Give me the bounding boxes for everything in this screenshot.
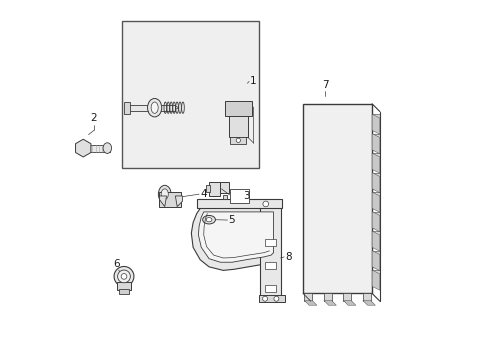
Circle shape (262, 296, 267, 301)
Ellipse shape (158, 185, 171, 203)
Bar (371, 212, 379, 228)
Bar (323, 293, 331, 301)
Text: 4: 4 (200, 189, 206, 199)
Polygon shape (323, 301, 336, 305)
Ellipse shape (151, 102, 158, 113)
Circle shape (263, 201, 268, 207)
Polygon shape (371, 270, 379, 290)
Bar (258, 295, 285, 302)
Ellipse shape (103, 143, 111, 153)
Polygon shape (304, 301, 316, 305)
Bar (122, 21, 258, 168)
Bar (371, 153, 379, 169)
Bar (303, 104, 371, 293)
Polygon shape (175, 196, 182, 207)
Polygon shape (76, 139, 91, 157)
Bar (362, 293, 370, 301)
Polygon shape (175, 106, 179, 109)
Polygon shape (371, 212, 379, 232)
Polygon shape (159, 196, 166, 207)
Polygon shape (371, 172, 379, 193)
Bar (129, 104, 175, 111)
Bar (224, 101, 251, 116)
Bar (371, 172, 379, 189)
Polygon shape (371, 192, 379, 212)
Bar (371, 134, 379, 150)
Bar (371, 270, 379, 286)
Bar (304, 293, 311, 301)
Polygon shape (362, 301, 375, 305)
Bar (205, 185, 210, 192)
Bar (196, 199, 281, 208)
Bar (220, 183, 229, 193)
Bar (371, 114, 379, 130)
Bar (371, 192, 379, 208)
Text: 8: 8 (285, 252, 291, 262)
Bar (371, 231, 379, 247)
Ellipse shape (147, 99, 162, 117)
Text: 5: 5 (228, 215, 235, 225)
Bar (229, 189, 248, 203)
Polygon shape (343, 301, 355, 305)
Circle shape (236, 138, 240, 143)
Bar (90, 145, 110, 152)
Circle shape (114, 266, 134, 286)
Bar (222, 194, 227, 199)
Text: 7: 7 (321, 80, 328, 90)
Circle shape (118, 270, 130, 283)
Bar (117, 282, 131, 290)
Bar (124, 102, 129, 114)
Circle shape (121, 274, 126, 279)
Ellipse shape (206, 217, 211, 222)
Polygon shape (371, 153, 379, 173)
Bar (230, 137, 246, 144)
Text: 3: 3 (243, 191, 249, 201)
Bar (264, 262, 275, 269)
Bar (264, 239, 275, 246)
Text: 2: 2 (90, 113, 97, 123)
Bar (260, 207, 281, 299)
Polygon shape (191, 208, 279, 270)
Bar (343, 293, 350, 301)
Polygon shape (198, 212, 273, 262)
Bar (371, 251, 379, 267)
Circle shape (273, 296, 278, 301)
Polygon shape (371, 114, 379, 134)
Bar (159, 192, 181, 207)
Polygon shape (371, 134, 379, 154)
Bar (209, 182, 219, 196)
Ellipse shape (161, 189, 168, 199)
Text: 1: 1 (249, 76, 256, 86)
Polygon shape (371, 231, 379, 251)
Ellipse shape (202, 215, 215, 224)
Bar (264, 285, 275, 292)
Text: 6: 6 (113, 259, 120, 269)
Bar (119, 289, 128, 294)
Polygon shape (371, 251, 379, 271)
Bar (228, 102, 247, 138)
